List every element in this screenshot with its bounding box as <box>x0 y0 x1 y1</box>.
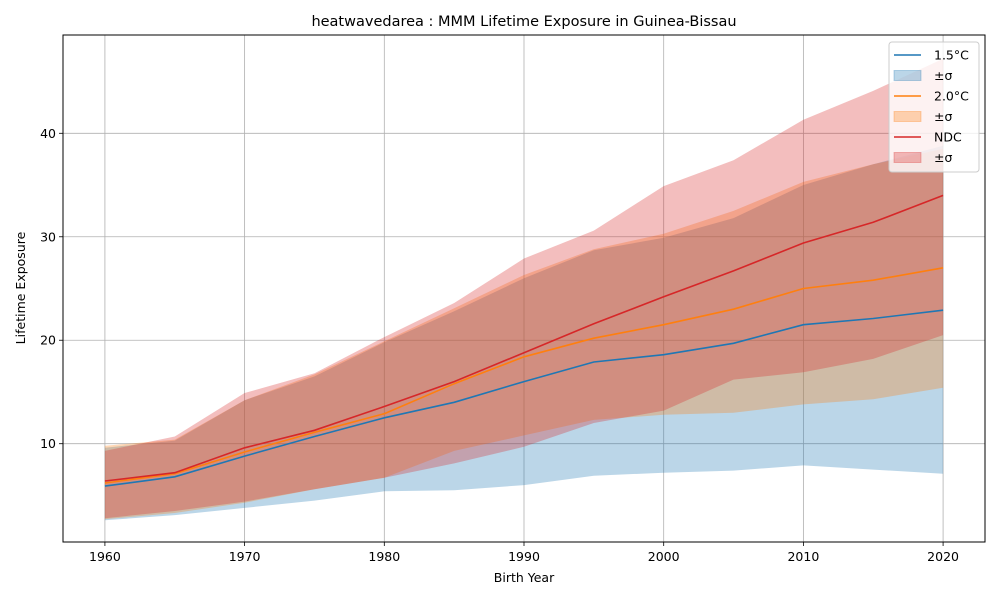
legend-band-2-0-c <box>893 111 922 122</box>
x-tick-label: 2010 <box>787 549 819 564</box>
y-axis-label: Lifetime Exposure <box>13 231 28 344</box>
legend-label-ndc: NDC <box>934 130 962 145</box>
legend-label-1-5-c: 1.5°C <box>934 48 969 63</box>
y-tick-label: 30 <box>40 229 56 244</box>
chart-title: heatwavedarea : MMM Lifetime Exposure in… <box>311 14 736 30</box>
line-1-5-c <box>104 309 944 487</box>
y-tick-label: 10 <box>40 436 56 451</box>
x-tick-label: 2020 <box>927 549 959 564</box>
x-tick-label: 1970 <box>229 549 261 564</box>
legend-label-2-0-c: 2.0°C <box>934 89 969 104</box>
x-tick-label: 1990 <box>508 549 540 564</box>
x-axis-ticks: 1960 1970 1980 1990 2000 2010 2020 <box>89 542 959 564</box>
y-tick-label: 40 <box>40 126 56 141</box>
band-1-5-c <box>104 145 944 521</box>
legend-band-1-5-c <box>893 70 922 81</box>
band-2-0-c <box>104 148 944 520</box>
series-lines <box>104 194 944 487</box>
x-axis-label: Birth Year <box>494 570 555 585</box>
legend-band-label-2-0-c: ±σ <box>934 109 952 124</box>
legend-band-ndc <box>893 152 922 163</box>
x-tick-label: 1960 <box>89 549 121 564</box>
legend: 1.5°C ±σ 2.0°C ±σ NDC ±σ <box>888 41 980 173</box>
x-tick-label: 2000 <box>648 549 680 564</box>
uncertainty-bands <box>104 58 944 521</box>
x-tick-label: 1980 <box>368 549 400 564</box>
legend-box <box>888 41 980 173</box>
legend-band-label-1-5-c: ±σ <box>934 68 952 83</box>
grid <box>63 35 985 542</box>
y-axis-ticks: 10 20 30 40 <box>40 126 63 451</box>
band-ndc <box>104 58 944 519</box>
line-ndc <box>104 194 944 482</box>
line-2-0-c <box>104 267 944 484</box>
y-tick-label: 20 <box>40 333 56 348</box>
legend-band-label-ndc: ±σ <box>934 150 952 165</box>
